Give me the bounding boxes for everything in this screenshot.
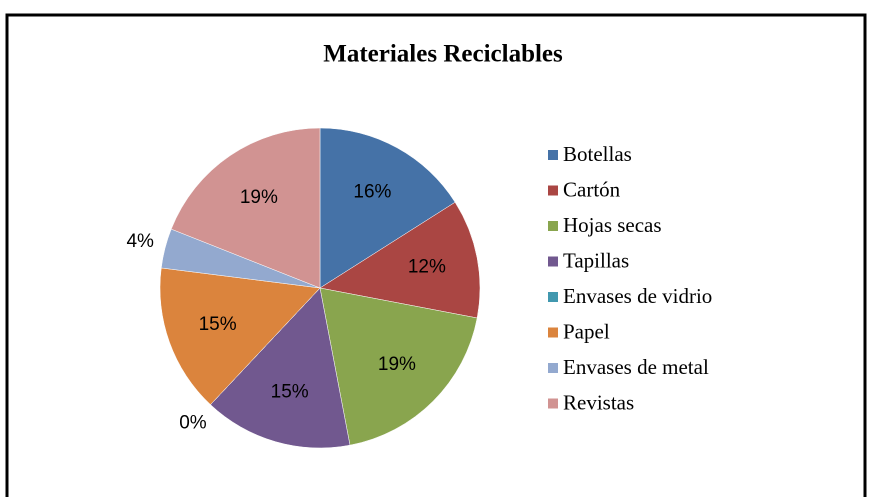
legend-label: Botellas (563, 142, 632, 166)
chart-title: Materiales Reciclables (323, 41, 563, 68)
legend-swatch (548, 150, 558, 160)
legend-swatch (548, 327, 558, 338)
pie-slice (170, 127, 321, 289)
legend-swatch (548, 398, 558, 409)
pie-slice (159, 267, 321, 405)
data-label: 15% (271, 381, 309, 402)
legend-swatch (548, 363, 558, 373)
legend-label: Revistas (563, 390, 634, 414)
legend-swatch (548, 185, 558, 196)
data-label: 15% (199, 314, 237, 335)
pie-slice (210, 287, 351, 449)
legend-swatch (548, 292, 558, 302)
data-label: 19% (378, 354, 416, 375)
chart-border (5, 13, 867, 497)
data-label: 4% (126, 231, 154, 252)
legend-label: Envases de vidrio (563, 284, 712, 308)
legend-label: Cartón (563, 177, 621, 201)
legend-label: Papel (563, 319, 610, 343)
data-label: 12% (408, 257, 446, 278)
pie-slice (319, 287, 478, 446)
data-label: 16% (353, 182, 391, 203)
legend-swatch (548, 256, 558, 267)
legend-label: Tapillas (563, 248, 629, 272)
legend-swatch (548, 221, 558, 231)
data-label: 19% (240, 187, 278, 208)
legend-label: Envases de metal (563, 355, 709, 379)
pie-slice (319, 127, 456, 289)
legend-label: Hojas secas (563, 213, 662, 237)
pie-slice (319, 201, 481, 319)
data-label: 0% (179, 412, 207, 433)
